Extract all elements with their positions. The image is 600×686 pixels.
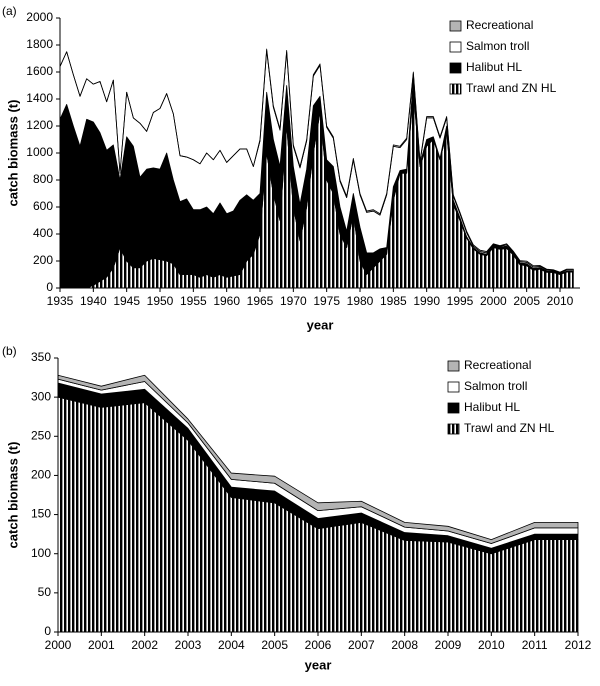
x-tick-label: 2004	[218, 638, 245, 652]
x-tick-label: 2003	[175, 638, 202, 652]
y-tick-label: 400	[33, 226, 53, 240]
x-tick-label: 2009	[435, 638, 462, 652]
legend-label: Salmon troll	[464, 379, 527, 393]
y-tick-label: 0	[46, 280, 53, 294]
x-tick-label: 2012	[565, 638, 592, 652]
x-tick-label: 2000	[45, 638, 72, 652]
y-tick-label: 1600	[26, 64, 53, 78]
x-axis-label: year	[305, 657, 332, 672]
y-tick-label: 100	[31, 546, 51, 560]
legend-label: Halibut HL	[464, 400, 520, 414]
y-tick-label: 1000	[26, 145, 53, 159]
x-tick-label: 2005	[261, 638, 288, 652]
y-tick-label: 1400	[26, 91, 53, 105]
panel-label: (b)	[2, 344, 17, 358]
x-tick-label: 1940	[80, 294, 107, 308]
y-axis-label: catch biomass (t)	[5, 442, 20, 549]
legend-label: Recreational	[464, 358, 531, 372]
x-tick-label: 2010	[547, 294, 574, 308]
y-tick-label: 800	[33, 172, 53, 186]
y-tick-label: 1200	[26, 118, 53, 132]
x-tick-label: 1990	[413, 294, 440, 308]
legend-swatch	[449, 20, 462, 32]
x-tick-label: 2005	[513, 294, 540, 308]
legend-label: Trawl and ZN HL	[466, 81, 557, 95]
y-tick-label: 600	[33, 199, 53, 213]
y-tick-label: 0	[44, 624, 51, 638]
y-tick-label: 350	[31, 350, 51, 364]
panel-label: (a)	[2, 4, 17, 18]
x-tick-label: 1955	[180, 294, 207, 308]
x-tick-label: 2002	[131, 638, 158, 652]
x-tick-label: 1950	[147, 294, 174, 308]
legend-swatch	[447, 381, 460, 393]
x-tick-label: 1995	[447, 294, 474, 308]
x-tick-label: 2011	[522, 638, 548, 652]
y-tick-label: 50	[38, 585, 52, 599]
x-tick-label: 2010	[478, 638, 505, 652]
y-tick-label: 200	[31, 468, 51, 482]
legend-swatch	[447, 402, 460, 414]
y-tick-label: 300	[31, 389, 51, 403]
y-tick-label: 2000	[26, 10, 53, 24]
x-tick-label: 2000	[480, 294, 507, 308]
legend-swatch	[449, 83, 462, 95]
x-tick-label: 1985	[380, 294, 407, 308]
legend-swatch	[449, 41, 462, 53]
y-tick-label: 150	[31, 507, 51, 521]
x-tick-label: 1965	[247, 294, 274, 308]
x-tick-label: 2007	[348, 638, 375, 652]
legend-label: Trawl and ZN HL	[464, 421, 555, 435]
legend-swatch	[447, 360, 460, 372]
x-tick-label: 1975	[313, 294, 340, 308]
y-tick-label: 1800	[26, 37, 53, 51]
y-tick-label: 200	[33, 253, 53, 267]
x-tick-label: 1945	[113, 294, 140, 308]
legend-label: Salmon troll	[466, 39, 529, 53]
y-axis-label: catch biomass (t)	[5, 100, 20, 207]
x-tick-label: 1935	[47, 294, 74, 308]
area	[59, 48, 574, 274]
legend-swatch	[449, 62, 462, 74]
x-tick-label: 2008	[391, 638, 418, 652]
y-tick-label: 250	[31, 428, 51, 442]
x-tick-label: 1970	[280, 294, 307, 308]
area	[57, 374, 579, 544]
x-tick-label: 1960	[213, 294, 240, 308]
x-tick-label: 2006	[305, 638, 332, 652]
x-tick-label: 1980	[347, 294, 374, 308]
legend-label: Recreational	[466, 18, 533, 32]
x-tick-label: 2001	[88, 638, 115, 652]
x-axis-label: year	[307, 317, 334, 332]
legend-swatch	[447, 423, 460, 435]
legend-label: Halibut HL	[466, 60, 522, 74]
